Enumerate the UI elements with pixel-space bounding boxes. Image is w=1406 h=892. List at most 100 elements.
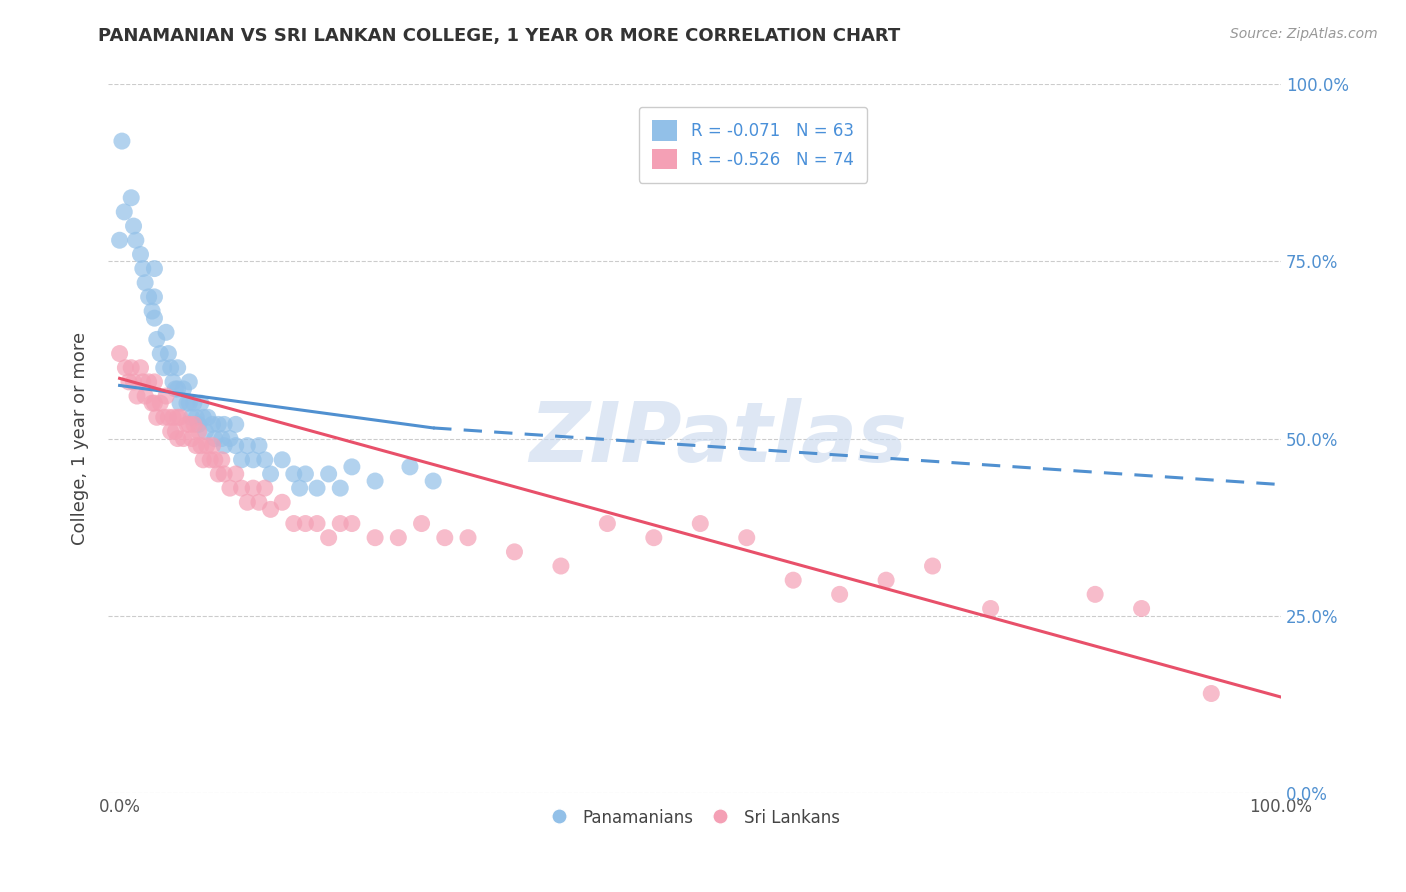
Point bbox=[364, 531, 387, 545]
Point bbox=[108, 346, 131, 360]
Point bbox=[433, 531, 456, 545]
Point bbox=[247, 495, 270, 509]
Point bbox=[212, 439, 235, 453]
Point bbox=[193, 410, 215, 425]
Point bbox=[157, 410, 180, 425]
Point bbox=[211, 432, 233, 446]
Point bbox=[219, 432, 242, 446]
Point bbox=[294, 516, 316, 531]
Point bbox=[125, 389, 148, 403]
Point bbox=[169, 396, 191, 410]
Point bbox=[201, 439, 224, 453]
Point bbox=[782, 573, 804, 587]
Point bbox=[247, 439, 270, 453]
Point bbox=[197, 410, 219, 425]
Point bbox=[318, 467, 340, 481]
Point bbox=[134, 389, 156, 403]
Point bbox=[231, 452, 253, 467]
Point bbox=[145, 332, 167, 346]
Point bbox=[143, 375, 166, 389]
Point bbox=[236, 495, 259, 509]
Point bbox=[204, 432, 226, 446]
Point bbox=[253, 481, 276, 495]
Point bbox=[457, 531, 479, 545]
Point bbox=[236, 439, 259, 453]
Point bbox=[159, 425, 181, 439]
Point bbox=[145, 410, 167, 425]
Point bbox=[207, 467, 229, 481]
Point bbox=[340, 516, 363, 531]
Point bbox=[108, 233, 131, 247]
Point bbox=[186, 410, 208, 425]
Point bbox=[183, 417, 205, 432]
Point bbox=[193, 452, 215, 467]
Legend: Panamanians, Sri Lankans: Panamanians, Sri Lankans bbox=[543, 803, 846, 834]
Point bbox=[179, 396, 201, 410]
Point bbox=[176, 417, 198, 432]
Point bbox=[643, 531, 665, 545]
Point bbox=[1084, 587, 1107, 601]
Point bbox=[172, 432, 194, 446]
Point bbox=[166, 432, 188, 446]
Point bbox=[186, 439, 208, 453]
Point bbox=[166, 382, 188, 396]
Point bbox=[141, 304, 163, 318]
Point bbox=[204, 452, 226, 467]
Point bbox=[364, 474, 387, 488]
Point bbox=[689, 516, 711, 531]
Point bbox=[735, 531, 758, 545]
Point bbox=[166, 360, 188, 375]
Point bbox=[157, 346, 180, 360]
Point bbox=[149, 346, 172, 360]
Point bbox=[283, 467, 305, 481]
Point bbox=[138, 375, 160, 389]
Point bbox=[132, 375, 155, 389]
Point bbox=[152, 360, 174, 375]
Point bbox=[187, 417, 209, 432]
Text: ZIPatlas: ZIPatlas bbox=[529, 398, 907, 479]
Point bbox=[503, 545, 526, 559]
Point bbox=[187, 425, 209, 439]
Point bbox=[162, 375, 184, 389]
Point bbox=[179, 375, 201, 389]
Point bbox=[122, 219, 145, 233]
Point bbox=[340, 459, 363, 474]
Point bbox=[980, 601, 1002, 615]
Point bbox=[155, 326, 177, 340]
Point bbox=[125, 233, 148, 247]
Point bbox=[387, 531, 409, 545]
Point bbox=[259, 467, 281, 481]
Point bbox=[122, 375, 145, 389]
Point bbox=[242, 481, 264, 495]
Point bbox=[828, 587, 851, 601]
Point bbox=[1130, 601, 1153, 615]
Point bbox=[143, 261, 166, 276]
Point bbox=[183, 396, 205, 410]
Point bbox=[120, 191, 142, 205]
Point bbox=[166, 410, 188, 425]
Point bbox=[179, 417, 201, 432]
Point bbox=[141, 396, 163, 410]
Point bbox=[143, 396, 166, 410]
Point bbox=[596, 516, 619, 531]
Point bbox=[305, 516, 328, 531]
Point bbox=[305, 481, 328, 495]
Point bbox=[143, 290, 166, 304]
Point bbox=[132, 261, 155, 276]
Point bbox=[294, 467, 316, 481]
Point bbox=[165, 382, 187, 396]
Point bbox=[159, 360, 181, 375]
Point bbox=[180, 410, 202, 425]
Point bbox=[198, 452, 221, 467]
Point bbox=[176, 396, 198, 410]
Point bbox=[152, 410, 174, 425]
Point bbox=[149, 396, 172, 410]
Point bbox=[1201, 686, 1223, 700]
Point bbox=[329, 516, 352, 531]
Point bbox=[219, 481, 242, 495]
Point bbox=[212, 467, 235, 481]
Point bbox=[225, 439, 247, 453]
Point bbox=[242, 452, 264, 467]
Point bbox=[194, 425, 217, 439]
Point bbox=[112, 205, 135, 219]
